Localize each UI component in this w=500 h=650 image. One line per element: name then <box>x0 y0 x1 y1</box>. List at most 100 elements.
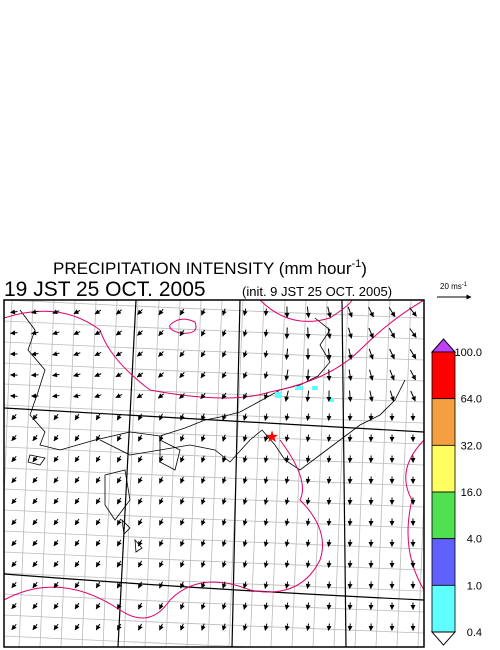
wind-arrow <box>263 308 269 316</box>
wind-arrow <box>31 372 39 378</box>
wind-arrow <box>95 476 101 484</box>
wind-arrow <box>53 623 59 631</box>
wind-arrow <box>53 434 59 442</box>
grid-lon <box>60 300 76 647</box>
wind-arrow <box>116 497 122 505</box>
wind-arrow <box>221 497 227 505</box>
wind-arrow <box>53 413 59 421</box>
wind-arrow <box>200 539 206 547</box>
map-frame <box>3 299 425 648</box>
colorbar-label: 64.0 <box>461 394 482 406</box>
grid-lon <box>417 488 424 647</box>
wind-arrow <box>284 497 290 505</box>
wind-arrow <box>347 369 353 381</box>
wind-arrow <box>284 581 290 589</box>
wind-arrow <box>116 476 122 484</box>
wind-arrow <box>10 393 18 399</box>
wind-arrow <box>11 413 17 421</box>
wind-arrow <box>179 329 185 337</box>
major-grid <box>4 300 424 647</box>
wind-arrow <box>52 330 60 336</box>
grid-lon <box>39 300 55 647</box>
wind-arrow <box>32 497 38 505</box>
wind-arrow <box>242 497 248 505</box>
wind-arrow <box>221 518 227 526</box>
wind-arrow <box>137 560 143 568</box>
wind-arrow <box>200 623 206 631</box>
wind-arrow <box>180 602 185 610</box>
wind-arrow <box>179 372 185 379</box>
coast-segment <box>19 309 331 451</box>
wind-arrow <box>326 327 332 339</box>
wind-arrow <box>263 350 269 358</box>
wind-arrow <box>242 560 248 568</box>
wind-arrow <box>159 476 164 484</box>
wind-arrow <box>11 497 17 505</box>
wind-arrow <box>263 476 269 484</box>
wind-arrow <box>263 623 269 631</box>
wind-arrow <box>32 413 38 421</box>
wind-arrow <box>368 369 374 381</box>
coast-island <box>159 439 181 471</box>
wind-arrow <box>305 476 311 484</box>
wind-arrow <box>159 539 164 547</box>
wind-arrow <box>305 518 311 526</box>
wind-arrow <box>347 348 353 360</box>
wind-arrow <box>242 413 248 421</box>
wind-arrow <box>31 309 39 315</box>
wind-arrow <box>53 497 59 505</box>
wind-arrow <box>115 351 123 357</box>
wind-arrow <box>347 602 353 610</box>
wind-arrow <box>52 351 60 357</box>
contour-line <box>259 300 353 322</box>
wind-arrow <box>326 602 332 610</box>
wind-arrow <box>221 476 227 484</box>
wind-arrow <box>116 623 122 631</box>
wind-arrow <box>305 560 311 568</box>
wind-arrow <box>159 560 164 568</box>
grid-lat <box>4 300 424 319</box>
wind-arrow <box>32 560 38 568</box>
wind-arrow <box>389 348 395 360</box>
colorbar-label: 1.0 <box>467 580 482 592</box>
wind-arrow <box>326 623 332 631</box>
wind-arrow <box>136 393 144 399</box>
wind-arrow <box>263 434 269 442</box>
grid-lat <box>4 551 424 571</box>
wind-arrow <box>200 518 206 526</box>
wind-arrow <box>242 476 248 484</box>
wind-arrow <box>200 413 206 421</box>
wind-arrow <box>159 455 164 463</box>
wind-arrow <box>94 393 102 399</box>
wind-arrow <box>157 393 165 399</box>
wind-arrow <box>263 497 269 505</box>
wind-arrow <box>115 330 123 336</box>
wind-arrow <box>53 455 59 463</box>
wind-arrow <box>284 518 290 526</box>
wind-arrow <box>243 392 248 400</box>
grid-lat <box>4 383 424 403</box>
wind-arrow <box>95 455 101 463</box>
wind-arrow <box>115 393 123 398</box>
colorbar-label: 16.0 <box>461 487 482 499</box>
wind-arrow <box>326 518 332 526</box>
wind-arrow <box>242 329 248 337</box>
wind-arrow <box>368 390 374 402</box>
wind-arrow <box>137 497 143 505</box>
wind-arrow <box>284 348 290 360</box>
wind-arrow <box>137 581 143 589</box>
wind-arrow <box>180 434 185 442</box>
title-text: PRECIPITATION INTENSITY (mm hour <box>53 259 352 278</box>
wind-scale-label: 20 ms-1 <box>440 282 468 291</box>
wind-arrow <box>73 309 81 315</box>
wind-arrow <box>94 309 102 315</box>
wind-arrow <box>52 372 60 378</box>
grid-lat <box>4 635 259 647</box>
wind-arrow <box>242 308 248 316</box>
wind-arrow <box>136 372 144 378</box>
wind-arrow <box>263 518 269 526</box>
wind-arrow <box>200 329 206 337</box>
wind-arrow <box>347 327 353 339</box>
wind-scale-exponent: -1 <box>462 282 468 288</box>
colorbar-under <box>430 631 457 646</box>
